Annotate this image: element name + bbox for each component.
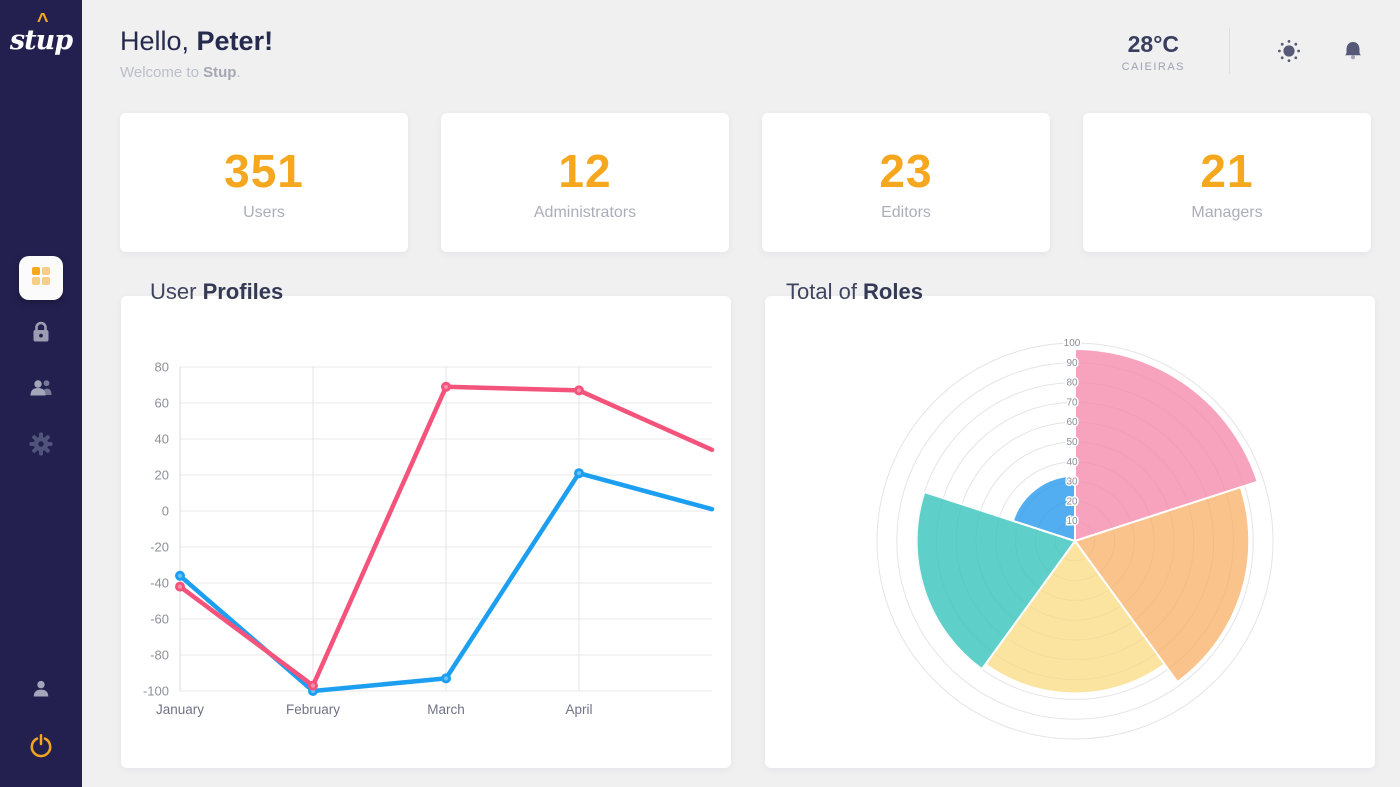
stat-card-editors: 23 Editors — [762, 113, 1050, 252]
svg-text:10: 10 — [1066, 516, 1078, 527]
stat-value: 21 — [1200, 144, 1254, 197]
header-divider — [1229, 28, 1230, 74]
sidebar-nav — [19, 256, 63, 468]
slice-orange — [1074, 486, 1251, 683]
svg-text:January: January — [156, 702, 204, 717]
power-icon — [27, 733, 55, 766]
sidebar-item-logout[interactable] — [19, 727, 63, 771]
svg-text:April: April — [565, 702, 592, 717]
sidebar: stup ^ — [0, 0, 82, 787]
svg-text:80: 80 — [155, 360, 169, 375]
sidebar-item-profile[interactable] — [19, 669, 63, 713]
stat-label: Editors — [881, 203, 931, 221]
bell-icon — [1340, 38, 1366, 69]
charts-row: User Profiles 80 60 40 20 0 -20 -40 -60 -80 -100 J… — [121, 279, 1400, 768]
svg-text:30: 30 — [1066, 477, 1078, 488]
stat-label: Administrators — [533, 203, 637, 221]
stat-value: 23 — [879, 144, 933, 197]
svg-text:50: 50 — [1066, 437, 1078, 448]
header-right: 28°C CAIEIRAS — [1122, 26, 1370, 74]
svg-text:-100: -100 — [143, 684, 169, 699]
slice-pink — [1074, 347, 1259, 542]
stat-card-administrators: 12 Administrators — [441, 113, 729, 252]
slice-blue — [1011, 474, 1076, 542]
stat-label: Users — [243, 203, 285, 221]
stats-row: 351 Users 12 Administrators 23 Editors 2… — [120, 113, 1400, 252]
user-icon — [28, 676, 54, 707]
sidebar-item-users[interactable] — [19, 368, 63, 412]
svg-text:20: 20 — [155, 468, 169, 483]
lock-icon — [28, 319, 54, 350]
line-chart: 80 60 40 20 0 -20 -40 -60 -80 -100 January February… — [143, 360, 715, 717]
svg-text:-60: -60 — [150, 612, 169, 627]
greeting-name: Peter! — [196, 26, 274, 56]
svg-text:February: February — [286, 702, 340, 717]
svg-text:60: 60 — [1066, 417, 1078, 428]
stat-card-users: 351 Users — [120, 113, 408, 252]
weather-temperature: 28°C — [1127, 31, 1180, 57]
app-logo[interactable]: stup ^ — [9, 10, 73, 66]
total-roles-card: Total of Roles 10 20 30 40 50 60 70 80 90 100 — [765, 279, 1375, 768]
sidebar-item-dashboard[interactable] — [19, 256, 63, 300]
svg-text:-20: -20 — [150, 540, 169, 555]
slice-teal — [915, 491, 1076, 671]
svg-text:0: 0 — [162, 504, 169, 519]
svg-text:40: 40 — [1066, 457, 1078, 468]
svg-text:-40: -40 — [150, 576, 169, 591]
sidebar-item-settings[interactable] — [19, 424, 63, 468]
svg-text:20: 20 — [1066, 496, 1078, 507]
header: Hello, Peter! Welcome to Stup. 28°C CAIE… — [82, 0, 1400, 96]
weather-widget: 28°C CAIEIRAS — [1122, 31, 1185, 73]
notifications-button[interactable] — [1336, 36, 1370, 70]
logo-caret-icon: ^ — [36, 10, 49, 32]
sun-icon — [1275, 37, 1303, 70]
stat-label: Managers — [1191, 203, 1263, 221]
greeting-block: Hello, Peter! Welcome to Stup. — [120, 26, 273, 81]
slice-yellow — [984, 540, 1166, 695]
welcome-text: Welcome to Stup. — [120, 64, 241, 81]
theme-toggle-button[interactable] — [1272, 36, 1306, 70]
stat-value: 351 — [224, 144, 304, 197]
svg-text:March: March — [427, 702, 465, 717]
polar-chart-title: Total of Roles — [786, 279, 923, 304]
svg-text:40: 40 — [155, 432, 169, 447]
grid-icon — [29, 264, 53, 293]
stat-value: 12 — [558, 144, 612, 197]
user-profiles-card: User Profiles 80 60 40 20 0 -20 -40 -60 -80 -100 J… — [121, 279, 731, 768]
main-content: Hello, Peter! Welcome to Stup. 28°C CAIE… — [82, 0, 1400, 787]
sidebar-item-security[interactable] — [19, 312, 63, 356]
svg-text:80: 80 — [1066, 378, 1078, 389]
svg-text:70: 70 — [1066, 397, 1078, 408]
polar-chart: 10 20 30 40 50 60 70 80 90 100 — [876, 337, 1274, 740]
line-chart-title: User Profiles — [150, 279, 284, 304]
logo-text: stup — [9, 24, 73, 56]
page-title: Hello, Peter! — [120, 26, 274, 56]
svg-text:-80: -80 — [150, 648, 169, 663]
weather-city: CAIEIRAS — [1121, 61, 1185, 73]
users-icon — [27, 375, 55, 406]
gear-icon — [29, 432, 53, 461]
stat-card-managers: 21 Managers — [1083, 113, 1371, 252]
svg-text:90: 90 — [1066, 358, 1078, 369]
svg-text:60: 60 — [155, 396, 169, 411]
svg-text:100: 100 — [1064, 338, 1081, 349]
sidebar-bottom — [19, 669, 63, 787]
